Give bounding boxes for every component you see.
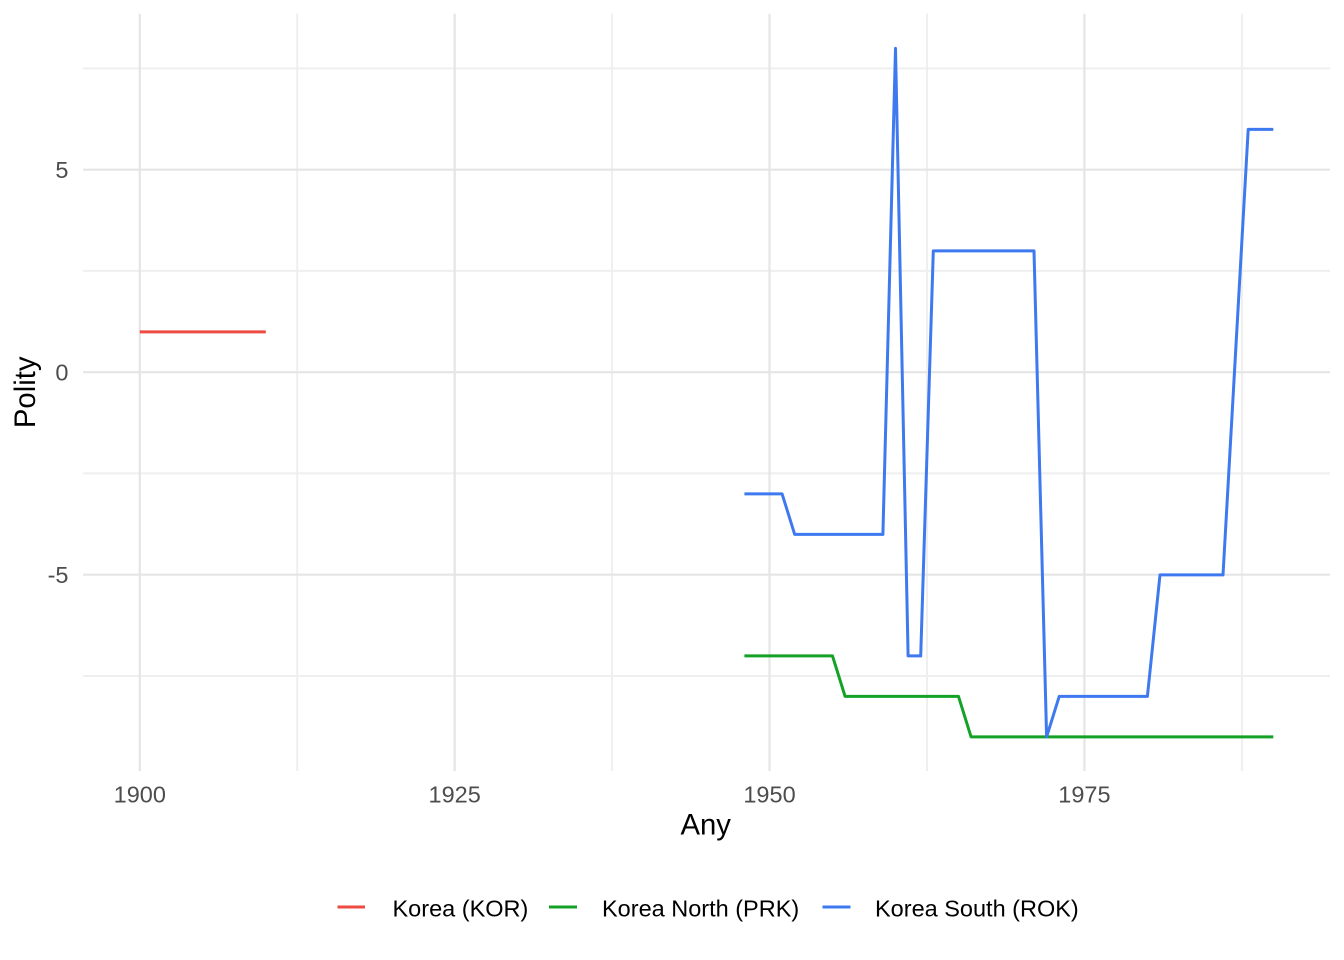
svg-text:0: 0 (55, 360, 68, 386)
svg-text:1900: 1900 (114, 781, 166, 807)
svg-text:1925: 1925 (429, 781, 481, 807)
svg-text:Any: Any (680, 809, 731, 842)
svg-text:Korea South (ROK): Korea South (ROK) (875, 896, 1079, 922)
svg-text:1975: 1975 (1058, 781, 1110, 807)
svg-text:5: 5 (55, 157, 68, 183)
svg-text:-5: -5 (48, 562, 69, 588)
svg-text:Polity: Polity (9, 356, 42, 428)
svg-text:1950: 1950 (743, 781, 795, 807)
svg-text:Korea North (PRK): Korea North (PRK) (602, 896, 799, 922)
svg-text:Korea (KOR): Korea (KOR) (393, 896, 529, 922)
